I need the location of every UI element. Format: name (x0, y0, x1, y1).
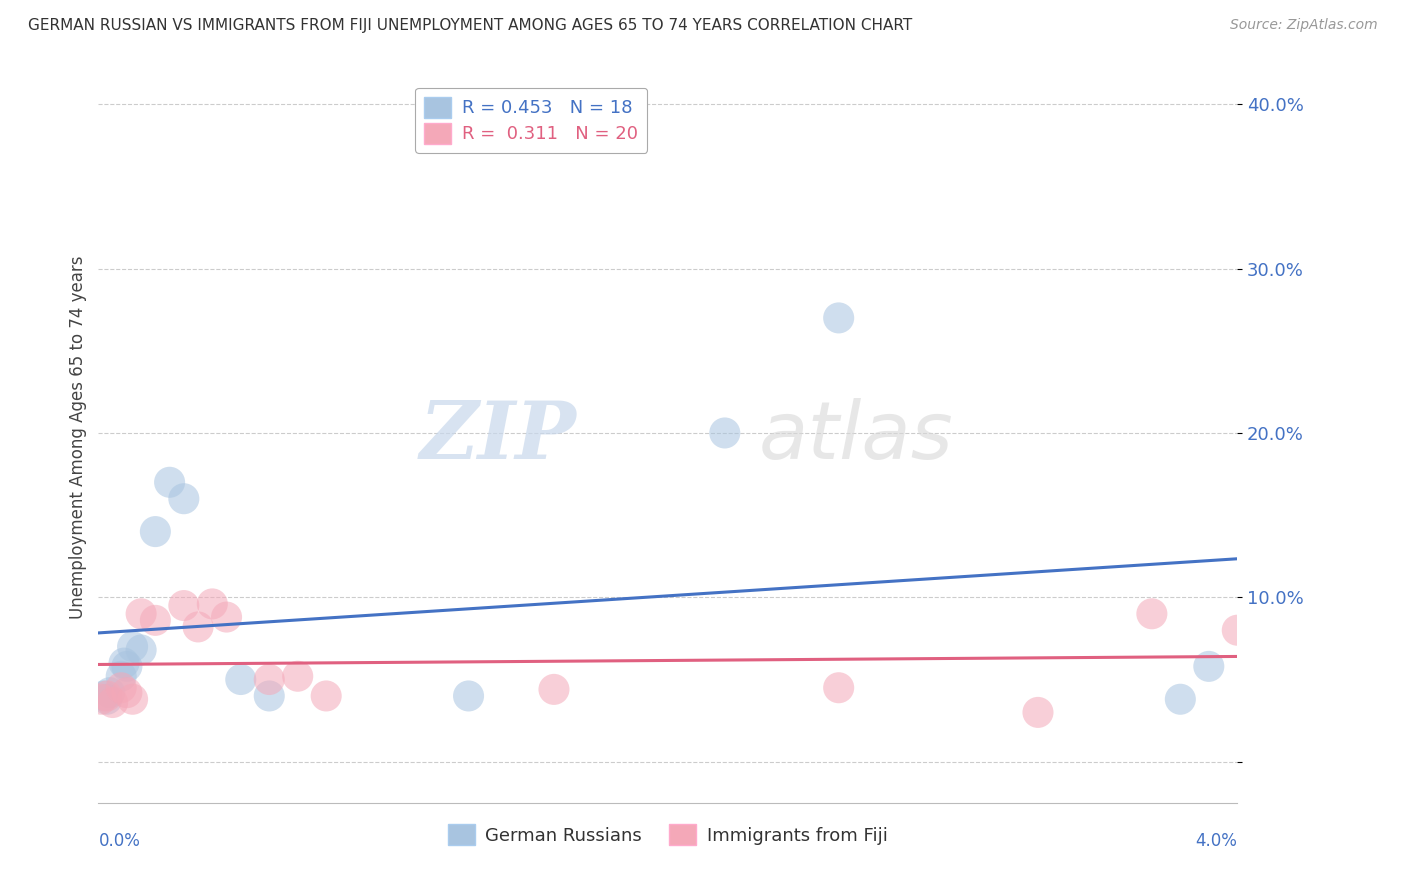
Point (828, 681, 851, 695)
Text: ZIP: ZIP (420, 399, 576, 475)
Point (129, 643, 152, 657)
Point (115, 686, 138, 700)
Point (173, 599, 195, 613)
Point (115, 659, 138, 673)
Point (93, 689, 115, 703)
Text: GERMAN RUSSIAN VS IMMIGRANTS FROM FIJI UNEMPLOYMENT AMONG AGES 65 TO 74 YEARS CO: GERMAN RUSSIAN VS IMMIGRANTS FROM FIJI U… (28, 18, 912, 33)
Legend: German Russians, Immigrants from Fiji: German Russians, Immigrants from Fiji (440, 817, 896, 852)
Point (121, 692, 143, 706)
Point (98, 686, 121, 700)
Point (173, 491, 195, 506)
Point (229, 673, 252, 687)
Point (287, 669, 309, 683)
Point (110, 669, 132, 683)
Point (129, 607, 152, 621)
Point (457, 689, 479, 703)
Point (110, 681, 132, 695)
Point (145, 613, 167, 627)
Y-axis label: Unemployment Among Ages 65 to 74 years: Unemployment Among Ages 65 to 74 years (69, 255, 87, 619)
Point (543, 682, 565, 697)
Point (1170, 692, 1192, 706)
Point (1226, 624, 1249, 638)
Point (1198, 659, 1220, 673)
Point (259, 673, 281, 687)
Point (215, 610, 238, 624)
Text: 4.0%: 4.0% (1195, 832, 1237, 850)
Text: Source: ZipAtlas.com: Source: ZipAtlas.com (1230, 18, 1378, 32)
Point (315, 689, 337, 703)
Point (1140, 607, 1163, 621)
Point (187, 620, 209, 634)
Point (159, 475, 181, 490)
Point (101, 696, 124, 710)
Point (259, 689, 281, 703)
Point (1026, 706, 1049, 720)
Point (96, 692, 118, 706)
Point (828, 310, 851, 325)
Point (145, 524, 167, 539)
Text: atlas: atlas (759, 398, 953, 476)
Point (96, 689, 118, 703)
Point (90, 692, 112, 706)
Text: 0.0%: 0.0% (98, 832, 141, 850)
Point (112, 656, 135, 670)
Point (714, 425, 737, 440)
Point (121, 640, 143, 654)
Point (201, 597, 224, 611)
